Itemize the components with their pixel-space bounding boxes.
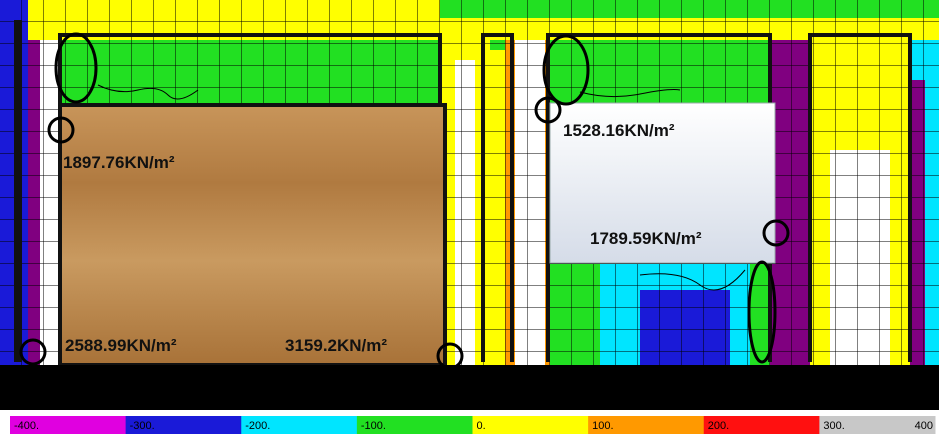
legend-swatch <box>356 416 473 434</box>
legend-label: -200. <box>245 420 270 432</box>
legend-label: 100. <box>592 420 613 432</box>
legend-label: 400 <box>915 420 933 432</box>
legend-label: 300. <box>823 420 844 432</box>
stress-label: 1528.16KN/m² <box>563 121 675 140</box>
legend-swatch <box>125 416 242 434</box>
legend-label: -100. <box>361 420 386 432</box>
legend-swatch <box>241 416 358 434</box>
legend-label: -400. <box>14 420 39 432</box>
glass-panel <box>549 102 776 264</box>
legend-label: -300. <box>130 420 155 432</box>
legend-swatch <box>10 416 127 434</box>
stress-label: 3159.2KN/m² <box>285 336 387 355</box>
legend-swatch <box>472 416 589 434</box>
legend-label: 200. <box>708 420 729 432</box>
stress-label: 1897.76KN/m² <box>63 153 175 172</box>
legend-swatch <box>703 416 820 434</box>
base-band <box>0 365 939 410</box>
legend-swatch <box>588 416 705 434</box>
markers <box>19 32 790 370</box>
wood-panel <box>58 103 447 367</box>
stress-label: 1789.59KN/m² <box>590 229 702 248</box>
legend-swatch <box>819 416 936 434</box>
stress-label: 2588.99KN/m² <box>65 336 177 355</box>
legend-label: 0. <box>477 420 486 432</box>
